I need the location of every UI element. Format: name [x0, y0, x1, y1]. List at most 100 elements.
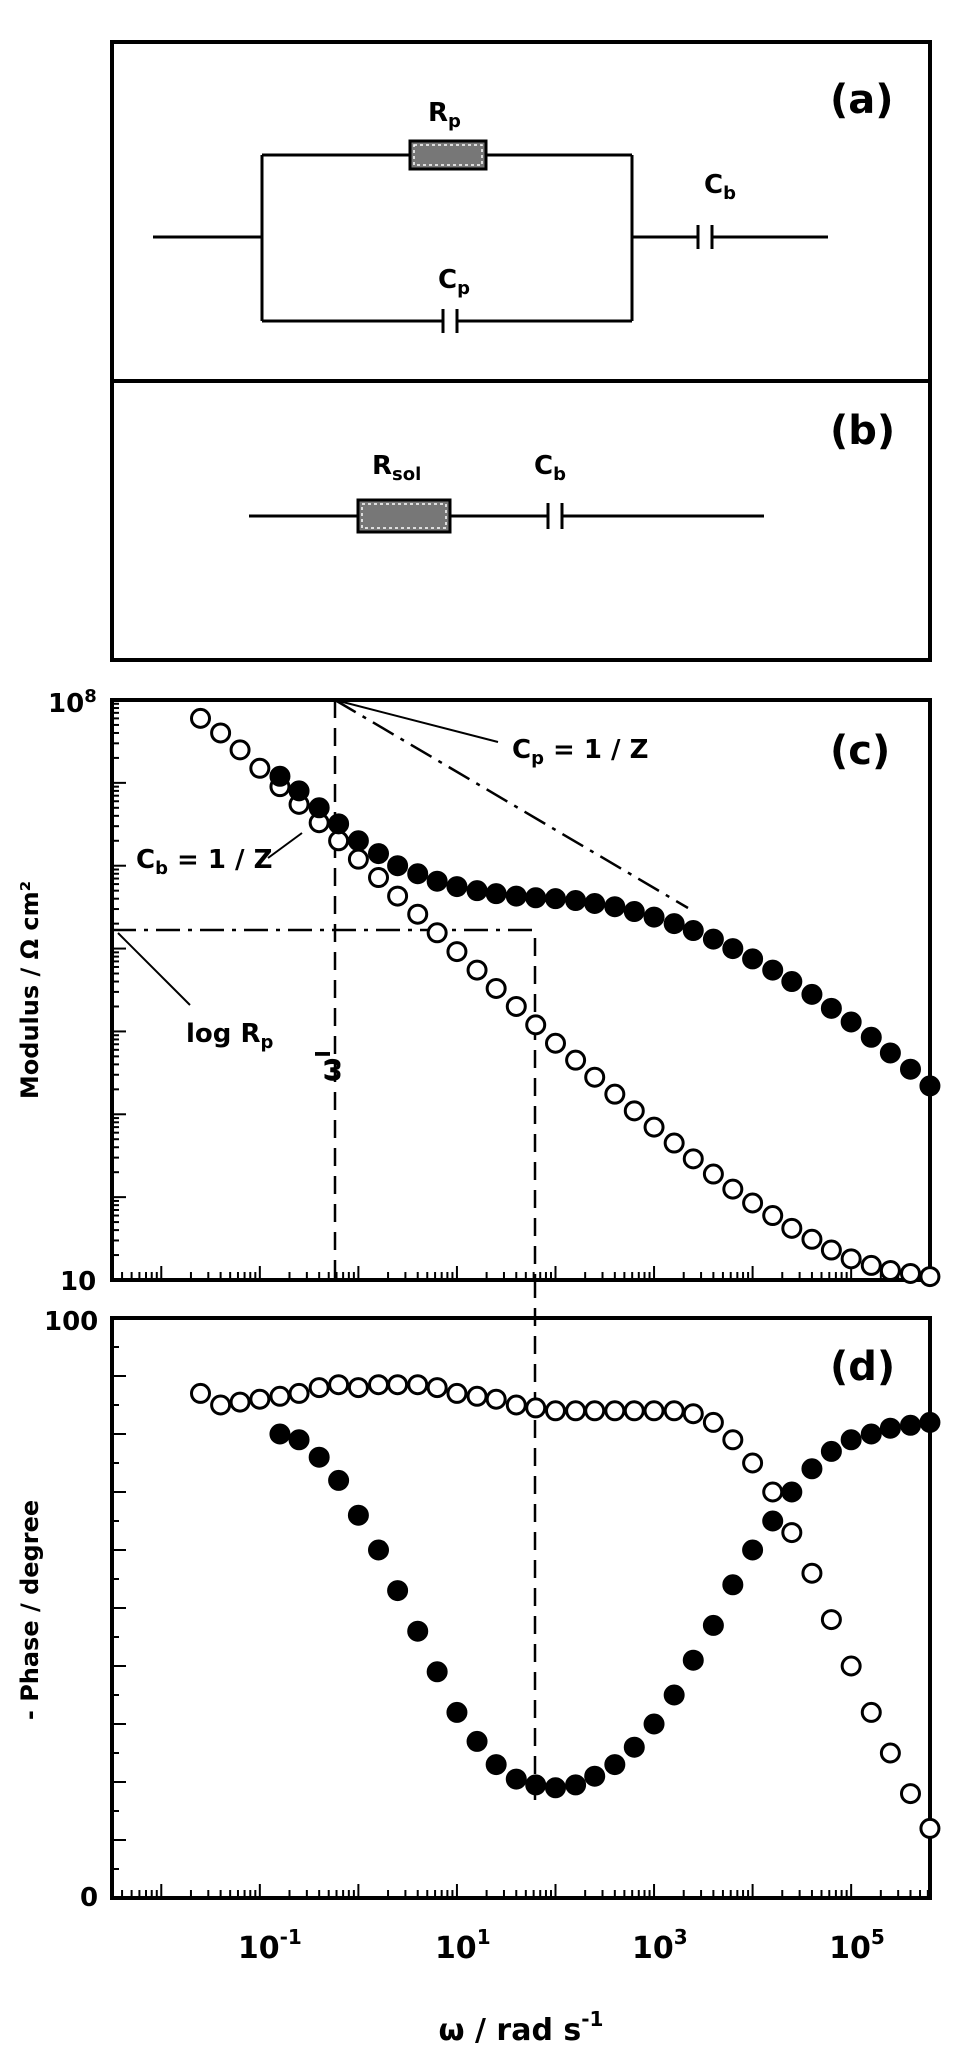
cp-annotation: Cp = 1 / Z — [512, 735, 648, 769]
chart-d-ytick-bottom: 0 — [80, 1883, 98, 1913]
chart-c-open-point — [485, 977, 507, 999]
chart-c-series — [189, 707, 941, 1288]
panel-c-tag: (c) — [830, 728, 890, 774]
chart-d-open-point — [505, 1394, 527, 1416]
chart-d-open-point — [879, 1742, 901, 1764]
chart-d-open-point — [584, 1400, 606, 1422]
chart-d-open-point — [742, 1452, 764, 1474]
chart-d-series — [189, 1374, 941, 1839]
chart-c-filled-point — [820, 997, 842, 1019]
chart-c-filled-point — [840, 1011, 862, 1033]
chart-c-x-ticks — [121, 1266, 929, 1280]
chart-c-filled-point — [919, 1075, 941, 1097]
chart-c-filled-point — [702, 928, 724, 950]
chart-d-open-point — [387, 1374, 409, 1396]
chart-c-open-point — [722, 1178, 744, 1200]
chart-c-open-point — [387, 885, 409, 907]
chart-c-filled-point — [525, 887, 547, 909]
chart-c-open-point — [762, 1205, 784, 1227]
chart-d-filled-point — [643, 1713, 665, 1735]
cp-label: Cp — [438, 265, 470, 299]
cp-leader-line — [334, 699, 499, 743]
chart-c-filled-point — [269, 765, 291, 787]
chart-d-filled-point — [347, 1504, 369, 1526]
chart-d-filled-point — [584, 1765, 606, 1787]
chart-d-filled-point — [505, 1768, 527, 1790]
chart-c-open-point — [544, 1032, 566, 1054]
chart-d-filled-point — [328, 1469, 350, 1491]
chart-c-open-point — [525, 1014, 547, 1036]
chart-d-filled-point — [801, 1458, 823, 1480]
chart-c-filled-point — [288, 780, 310, 802]
chart-d-open-point — [544, 1400, 566, 1422]
chart-d-open-point — [801, 1562, 823, 1584]
chart-d-filled-point — [899, 1414, 921, 1436]
chart-d-xtick-label: 101 — [435, 1925, 491, 1966]
circuit-b — [249, 503, 764, 529]
logrp-leader-line — [117, 932, 191, 1006]
chart-c-open-point — [860, 1254, 882, 1276]
chart-d-filled-point — [840, 1429, 862, 1451]
chart-d-filled-point — [623, 1736, 645, 1758]
chart-c-open-point — [663, 1132, 685, 1154]
chart-d-open-point — [525, 1397, 547, 1419]
chart-c-open-point — [249, 757, 271, 779]
chart-c-open-point — [347, 848, 369, 870]
chart-d-open-point — [762, 1481, 784, 1503]
chart-c-filled-point — [584, 892, 606, 914]
chart-c-open-point — [426, 922, 448, 944]
chart-d-filled-point — [387, 1580, 409, 1602]
chart-c-ytick-top: 108 — [48, 686, 97, 719]
chart-c-open-point — [328, 830, 350, 852]
chart-c-filled-point — [742, 948, 764, 970]
chart-d-open-point — [781, 1522, 803, 1544]
chart-c-open-point — [229, 739, 251, 761]
chart-c-open-point — [899, 1262, 921, 1284]
chart-d-filled-point — [919, 1411, 941, 1433]
cb-label-b: Cb — [534, 451, 566, 485]
chart-c-filled-point — [407, 863, 429, 885]
chart-d-filled-point — [682, 1649, 704, 1671]
rsol-label: Rsol — [372, 451, 421, 485]
chart-d-open-point — [663, 1400, 685, 1422]
chart-d-filled-point — [466, 1730, 488, 1752]
chart-c-open-point — [623, 1100, 645, 1122]
chart-c-open-point — [189, 707, 211, 729]
chart-c-open-point — [742, 1192, 764, 1214]
chart-d-xtick-label: 103 — [632, 1925, 688, 1966]
chart-c-open-point — [466, 959, 488, 981]
chart-d-filled-point — [781, 1481, 803, 1503]
panel-d-tag: (d) — [830, 1344, 895, 1390]
chart-c-filled-point — [879, 1042, 901, 1064]
chart-d-open-point — [189, 1382, 211, 1404]
chart-d: (d) 100 0 - Phase / degree 10-1 101 103 105… — [16, 1280, 941, 2048]
chart-d-open-point — [623, 1400, 645, 1422]
chart-d-open-point — [269, 1385, 291, 1407]
chart-d-open-point — [485, 1388, 507, 1410]
chart-c-ylabel: Modulus / Ω cm² — [16, 881, 44, 1099]
chart-c-frame — [110, 698, 932, 1282]
chart-c-filled-point — [544, 888, 566, 910]
chart-c-ytick-bottom: 10 — [60, 1267, 96, 1297]
panel-a-tag: (a) — [830, 77, 894, 123]
chart-c-open-point — [702, 1163, 724, 1185]
chart-d-open-point — [682, 1403, 704, 1425]
chart-c-y-ticks — [112, 702, 126, 1281]
chart-c-open-point — [840, 1248, 862, 1270]
chart-c-open-point — [505, 995, 527, 1017]
chart-c-filled-point — [347, 830, 369, 852]
chart-d-x-tick-labels: 10-1 101 103 105 — [238, 1925, 885, 1966]
omega1-annotation: ωI — [311, 1050, 347, 1082]
chart-c-open-point — [604, 1083, 626, 1105]
chart-d-filled-point — [604, 1754, 626, 1776]
chart-c-filled-point — [860, 1026, 882, 1048]
chart-d-ylabel: - Phase / degree — [16, 1500, 44, 1720]
resistor-rsol — [356, 498, 452, 534]
chart-d-open-point — [702, 1411, 724, 1433]
rp-label: Rp — [428, 98, 461, 132]
chart-d-filled-point — [288, 1429, 310, 1451]
chart-c-filled-point — [308, 797, 330, 819]
chart-c-open-point — [368, 867, 390, 889]
chart-d-filled-point — [663, 1684, 685, 1706]
